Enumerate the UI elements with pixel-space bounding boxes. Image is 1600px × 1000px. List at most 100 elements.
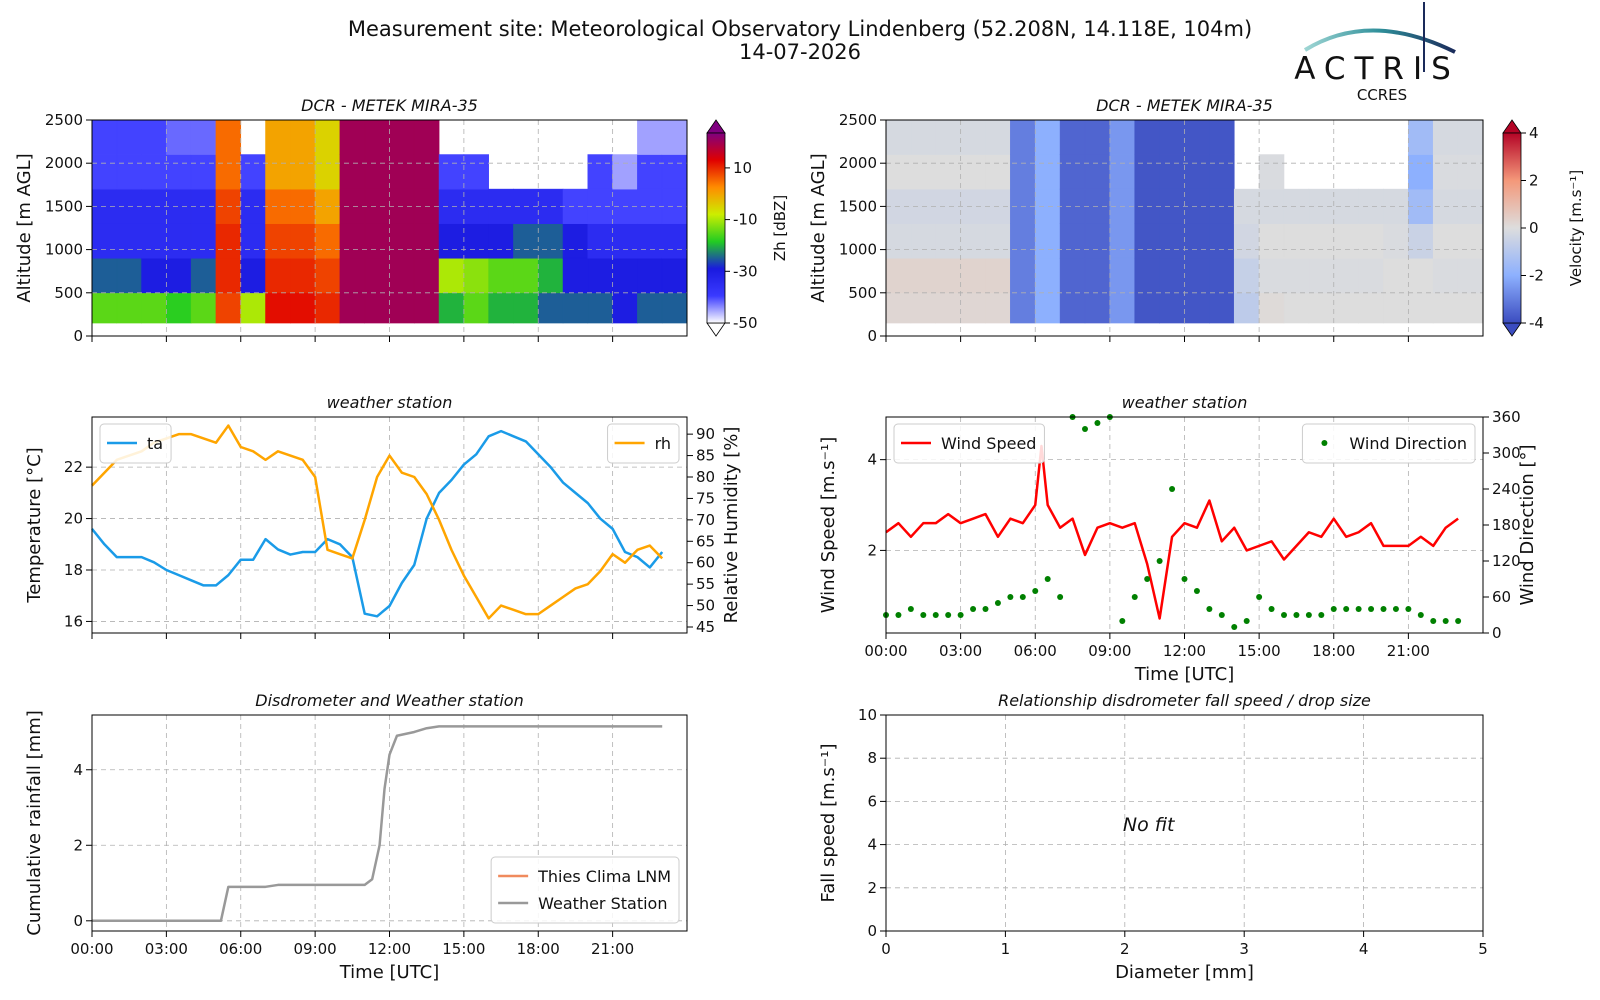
dot	[1417, 612, 1424, 618]
x-tick-label: 2	[1120, 940, 1130, 958]
legend-label: ta	[147, 434, 163, 453]
x-axis-label: Diameter [mm]	[1115, 962, 1254, 983]
heatmap-cell	[438, 223, 465, 259]
dot	[1094, 420, 1101, 426]
x-axis-label: Time [UTC]	[339, 962, 440, 983]
x-tick-label: 00:00	[864, 642, 907, 660]
heatmap-cell	[1059, 188, 1086, 224]
colorbar-tick-label: -2	[1529, 267, 1544, 285]
y-axis-label: Cumulative rainfall [mm]	[24, 710, 45, 936]
y2-tick-label: 90	[696, 425, 715, 443]
y2-tick-label: 85	[696, 447, 715, 465]
heatmap-cell	[1084, 154, 1111, 190]
x-tick-label: 18:00	[517, 940, 560, 958]
x-tick-label: 06:00	[219, 940, 262, 958]
heatmap-cell	[240, 188, 266, 224]
y-tick-label: 0	[73, 327, 83, 345]
dot	[945, 612, 952, 618]
heatmap-cell	[1084, 292, 1111, 324]
heatmap-cell	[215, 292, 242, 324]
heatmap-cell	[190, 223, 217, 259]
heatmap-cell	[413, 119, 440, 155]
heatmap-cell	[364, 292, 390, 324]
logo-arc	[1303, 28, 1456, 54]
heatmap-cell	[1408, 223, 1434, 259]
x-tick-label: 06:00	[1014, 642, 1057, 660]
y-tick-label: 2000	[45, 154, 83, 172]
heatmap-cell	[1308, 292, 1335, 324]
heatmap-cell	[960, 223, 986, 259]
heatmap-cell	[463, 188, 489, 224]
x-tick-label: 12:00	[1163, 642, 1206, 660]
heatmap-cell	[960, 119, 986, 155]
heatmap-cell	[637, 223, 663, 259]
heatmap-cell	[190, 257, 217, 294]
heatmap-cell	[1159, 292, 1185, 324]
dot	[1019, 594, 1026, 600]
y-tick-label: 0	[867, 327, 877, 345]
colorbar-tick-label: -30	[733, 262, 758, 280]
heatmap-cell	[215, 223, 242, 259]
heatmap-cell	[935, 257, 961, 294]
heatmap-cell	[141, 292, 167, 324]
legend: rh	[607, 423, 680, 464]
dot	[1007, 594, 1014, 600]
heatmap-cell	[1209, 154, 1235, 190]
dot	[1355, 606, 1362, 612]
heatmap-cell	[166, 188, 192, 224]
heatmap-cell	[1059, 119, 1086, 155]
heatmap-cell	[488, 223, 514, 259]
x-tick-label: 21:00	[591, 940, 634, 958]
x-tick-label: 0	[881, 940, 891, 958]
heatmap-cell	[1134, 154, 1160, 190]
heatmap-cell	[661, 119, 688, 155]
dot	[1218, 612, 1225, 618]
heatmap-cell	[1233, 223, 1260, 259]
heatmap-cell	[513, 223, 539, 259]
heatmap-cell	[389, 257, 415, 294]
heatmap-cell	[314, 119, 341, 155]
dot	[1343, 606, 1350, 612]
heatmap-cell	[1408, 292, 1434, 324]
heatmap-cell	[1084, 257, 1111, 294]
heatmap-cell	[1034, 154, 1061, 190]
y-tick-label: 1500	[45, 197, 83, 215]
heatmap-cell	[215, 154, 242, 190]
dot	[1318, 612, 1325, 618]
x-tick-label: 5	[1478, 940, 1488, 958]
y-tick-label: 2500	[839, 111, 877, 129]
colorbar-tick-label: 10	[733, 159, 752, 177]
heatmap-cell	[364, 119, 390, 155]
axes-frame	[91, 714, 688, 932]
heatmap-cell	[1432, 119, 1459, 155]
heatmap-cell	[141, 257, 167, 294]
heatmap-cell	[1233, 292, 1260, 324]
heatmap-cell	[488, 257, 514, 294]
dot	[1206, 606, 1213, 612]
heatmap-cell	[1134, 119, 1160, 155]
heatmap-cell	[1084, 119, 1111, 155]
heatmap-cell	[935, 188, 961, 224]
y-tick-label: 500	[54, 284, 83, 302]
heatmap-cell	[339, 223, 366, 259]
heatmap-cell	[463, 154, 489, 190]
heatmap-cell	[661, 188, 688, 224]
heatmap-cell	[562, 223, 589, 259]
y-tick-label: 1000	[45, 241, 83, 259]
dot	[1082, 426, 1088, 432]
x-tick-label: 09:00	[1088, 642, 1131, 660]
heatmap-cell	[1258, 257, 1285, 294]
heatmap-cell	[1408, 257, 1434, 294]
y2-tick-label: 65	[696, 532, 715, 550]
heatmap-cell	[885, 257, 912, 294]
heatmap-cell	[1333, 257, 1359, 294]
heatmap-cell	[1184, 154, 1210, 190]
heatmap-cell	[612, 223, 638, 259]
heatmap-cell	[1134, 257, 1160, 294]
heatmap-cell	[141, 119, 167, 155]
heatmap-cell	[1010, 119, 1036, 155]
heatmap-cell	[1383, 292, 1409, 324]
dot	[1455, 618, 1462, 624]
dot	[1231, 624, 1238, 630]
